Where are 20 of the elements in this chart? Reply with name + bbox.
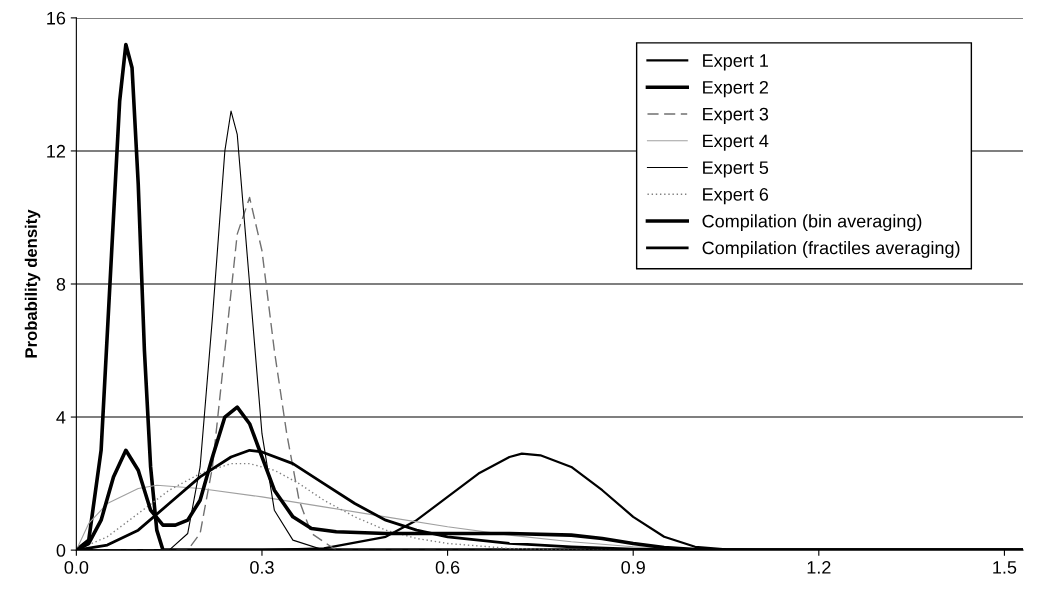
legend-label: Compilation (fractiles averaging) (702, 241, 960, 258)
legend-label: Compilation (bin averaging) (702, 214, 922, 232)
y-axis-title: Probability density (24, 209, 41, 358)
x-tick-label: 1.5 (993, 561, 1017, 574)
x-tick-label: 1.2 (807, 561, 831, 574)
legend-label: Expert 1 (703, 54, 768, 71)
x-tick-label: 0.9 (621, 561, 645, 574)
x-tick-label: 0.6 (435, 561, 460, 574)
x-tick-label: 0.3 (250, 561, 274, 574)
legend-label: Expert 4 (703, 134, 769, 151)
y-tick-label: 4 (56, 411, 66, 424)
y-tick-label: 16 (47, 11, 66, 25)
y-tick-label: 8 (56, 277, 66, 291)
legend-label: Expert 6 (703, 187, 769, 205)
legend-label: Expert 5 (703, 161, 769, 178)
legend-label: Expert 2 (703, 80, 768, 98)
legend-label: Expert 3 (703, 107, 769, 125)
y-tick-label: 12 (47, 144, 66, 158)
y-tick-label: 0 (56, 544, 66, 557)
x-tick-label: 0.0 (64, 561, 89, 574)
